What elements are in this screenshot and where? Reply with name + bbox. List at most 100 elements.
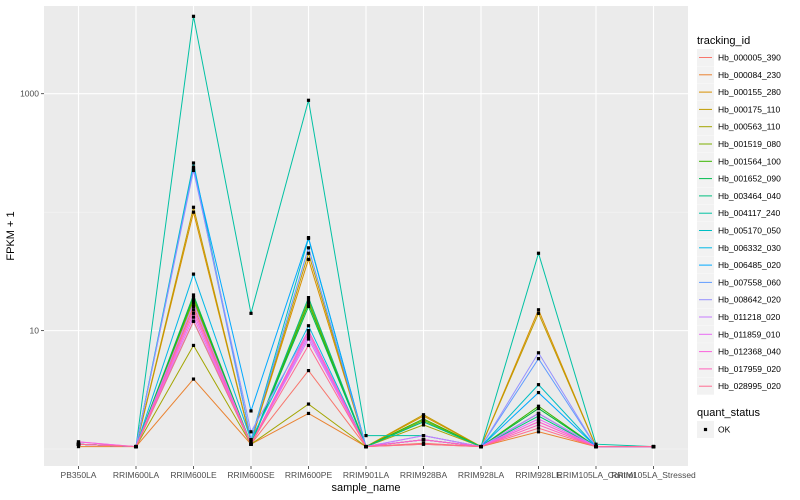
data-point — [249, 311, 253, 315]
legend-title: tracking_id — [697, 35, 750, 47]
legend-label: Hb_028995_020 — [718, 381, 781, 391]
data-point — [191, 343, 196, 348]
x-tick-label: RRIM600PE — [285, 470, 333, 480]
data-point — [249, 409, 253, 413]
x-tick-label: RRIM901LA — [343, 470, 390, 480]
data-point — [536, 417, 541, 421]
legend-label: Hb_005170_050 — [718, 226, 781, 236]
data-point — [249, 438, 253, 442]
x-tick-label: PB350LA — [61, 470, 97, 480]
legend-label: Hb_017959_020 — [718, 364, 781, 374]
data-point — [536, 357, 541, 361]
data-point — [536, 423, 541, 427]
data-point — [421, 413, 426, 417]
data-point — [536, 414, 541, 418]
data-point — [191, 205, 196, 209]
x-tick-label: RRIM600LE — [170, 470, 217, 480]
data-point — [191, 298, 196, 302]
grid — [44, 6, 688, 466]
legend-label: Hb_000084_230 — [718, 70, 781, 80]
data-point — [306, 236, 311, 240]
data-point — [306, 301, 311, 305]
x-tick-label: RRIM928LA — [458, 470, 505, 480]
data-point — [249, 430, 253, 434]
y-tick-label: 1000 — [20, 89, 39, 99]
data-point — [306, 334, 311, 338]
data-point — [306, 251, 311, 255]
data-point — [306, 343, 311, 348]
data-point — [191, 161, 196, 165]
legend-label: Hb_001652_090 — [718, 174, 781, 184]
data-point — [249, 440, 253, 444]
data-point — [536, 383, 541, 387]
legend-label: Hb_001519_080 — [718, 139, 781, 149]
data-point — [76, 442, 81, 446]
data-point — [421, 438, 426, 442]
data-point — [191, 301, 196, 305]
legend-label: Hb_006332_030 — [718, 243, 781, 253]
legend-label: Hb_003464_040 — [718, 191, 781, 201]
x-tick-label: RRIM600SE — [227, 470, 275, 480]
data-point — [249, 442, 253, 446]
data-point — [191, 293, 196, 297]
data-point — [191, 14, 196, 18]
y-axis-title: FPKM + 1 — [5, 211, 17, 260]
data-point — [191, 304, 196, 309]
data-point — [536, 420, 541, 424]
data-point — [191, 308, 196, 312]
data-point — [306, 402, 311, 406]
data-point — [364, 444, 368, 449]
x-tick-label: RRIM105LA_Stressed — [611, 470, 696, 480]
data-point — [421, 417, 426, 421]
data-point — [306, 246, 311, 250]
legend-label: Hb_000005_390 — [718, 53, 781, 63]
axes: 10 1000 PB350LA RRIM600LA RRIM600LE RRIM600SE… — [20, 89, 696, 480]
x-tick-label: RRIM105LA_Control — [557, 470, 636, 480]
data-point — [536, 430, 541, 434]
x-tick-label: RRIM600LA — [113, 470, 160, 480]
data-point — [536, 426, 541, 430]
legend: tracking_id Hb_000005_390Hb_000084_230Hb… — [697, 35, 781, 438]
shape-legend-label: OK — [718, 425, 731, 435]
data-point — [306, 304, 311, 309]
legend-label: Hb_004117_240 — [718, 208, 781, 218]
data-point — [191, 377, 196, 381]
x-axis-title: sample_name — [331, 482, 400, 494]
data-point — [536, 404, 541, 408]
x-tick-label: RRIM928BA — [400, 470, 448, 480]
data-point — [306, 368, 311, 373]
legend-label: Hb_000175_110 — [718, 104, 781, 114]
data-point — [536, 311, 541, 315]
data-point — [191, 166, 196, 170]
x-tick-label: RRIM928LE — [515, 470, 562, 480]
legend-label: Hb_006485_020 — [718, 260, 781, 270]
data-point — [306, 298, 311, 302]
data-points — [76, 14, 656, 449]
legend-label: Hb_007558_060 — [718, 277, 781, 287]
data-point — [536, 308, 541, 312]
data-point — [306, 257, 311, 261]
data-point — [536, 390, 541, 395]
data-point — [191, 168, 196, 173]
legend-items: Hb_000005_390 Hb_000084_230 Hb_000155_280 H… — [697, 49, 781, 395]
data-point — [421, 434, 426, 438]
data-point — [536, 251, 541, 255]
data-point — [306, 331, 311, 335]
data-point — [306, 337, 311, 341]
data-point — [191, 315, 196, 319]
data-point — [536, 406, 541, 411]
data-point — [594, 444, 598, 449]
data-point — [306, 411, 311, 416]
shape-legend-items: OK — [697, 421, 731, 438]
data-point — [76, 440, 81, 444]
legend-label: Hb_008642_020 — [718, 295, 781, 305]
legend-label: Hb_012368_040 — [718, 347, 781, 357]
data-point — [306, 296, 311, 300]
data-point — [306, 324, 311, 328]
data-point — [421, 423, 426, 427]
legend-label: Hb_011859_010 — [718, 329, 781, 339]
y-tick-label: 10 — [30, 326, 40, 336]
legend-label: Hb_000155_280 — [718, 87, 781, 97]
